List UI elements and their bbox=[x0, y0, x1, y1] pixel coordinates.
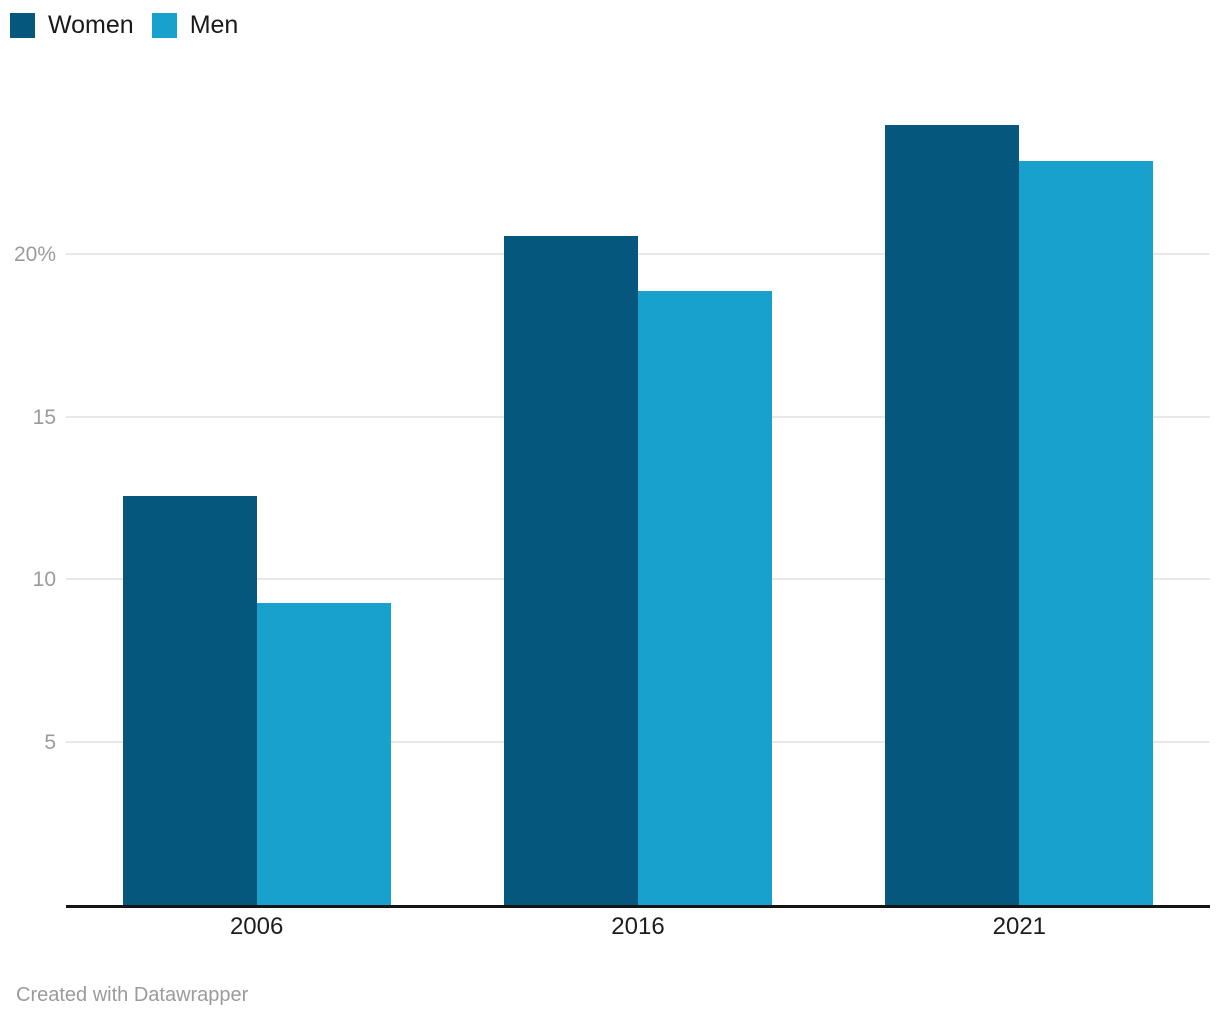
y-tick-label-15: 15 bbox=[32, 405, 56, 429]
bar-men-2016 bbox=[638, 290, 772, 905]
x-tick-label-2021: 2021 bbox=[992, 913, 1047, 940]
legend-item-women: Women bbox=[10, 11, 134, 39]
legend: Women Men bbox=[10, 11, 238, 39]
y-tick-label-5: 5 bbox=[44, 730, 56, 754]
bar-women-2006 bbox=[122, 495, 257, 905]
x-tick-label-2016: 2016 bbox=[611, 913, 665, 940]
bar-men-2021 bbox=[1019, 160, 1154, 905]
bar-men-2006 bbox=[256, 602, 391, 905]
gridline-20 bbox=[66, 253, 1210, 255]
bar-women-2021 bbox=[885, 125, 1020, 905]
legend-label-men: Men bbox=[189, 11, 239, 39]
legend-swatch-men bbox=[151, 12, 177, 38]
legend-item-men: Men bbox=[151, 11, 239, 39]
x-tick-label-2006: 2006 bbox=[229, 913, 284, 940]
y-tick-label-10: 10 bbox=[32, 568, 56, 591]
legend-swatch-women bbox=[10, 12, 35, 38]
legend-label-women: Women bbox=[48, 11, 134, 39]
y-axis-labels: 5 10 15 20% bbox=[0, 0, 56, 905]
plot-area bbox=[66, 0, 1210, 908]
y-tick-label-20: 20% bbox=[13, 243, 56, 266]
bar-women-2016 bbox=[504, 235, 638, 905]
x-axis-labels: 2006 2016 2021 bbox=[66, 910, 1210, 944]
datawrapper-credit: Created with Datawrapper bbox=[16, 984, 249, 1006]
